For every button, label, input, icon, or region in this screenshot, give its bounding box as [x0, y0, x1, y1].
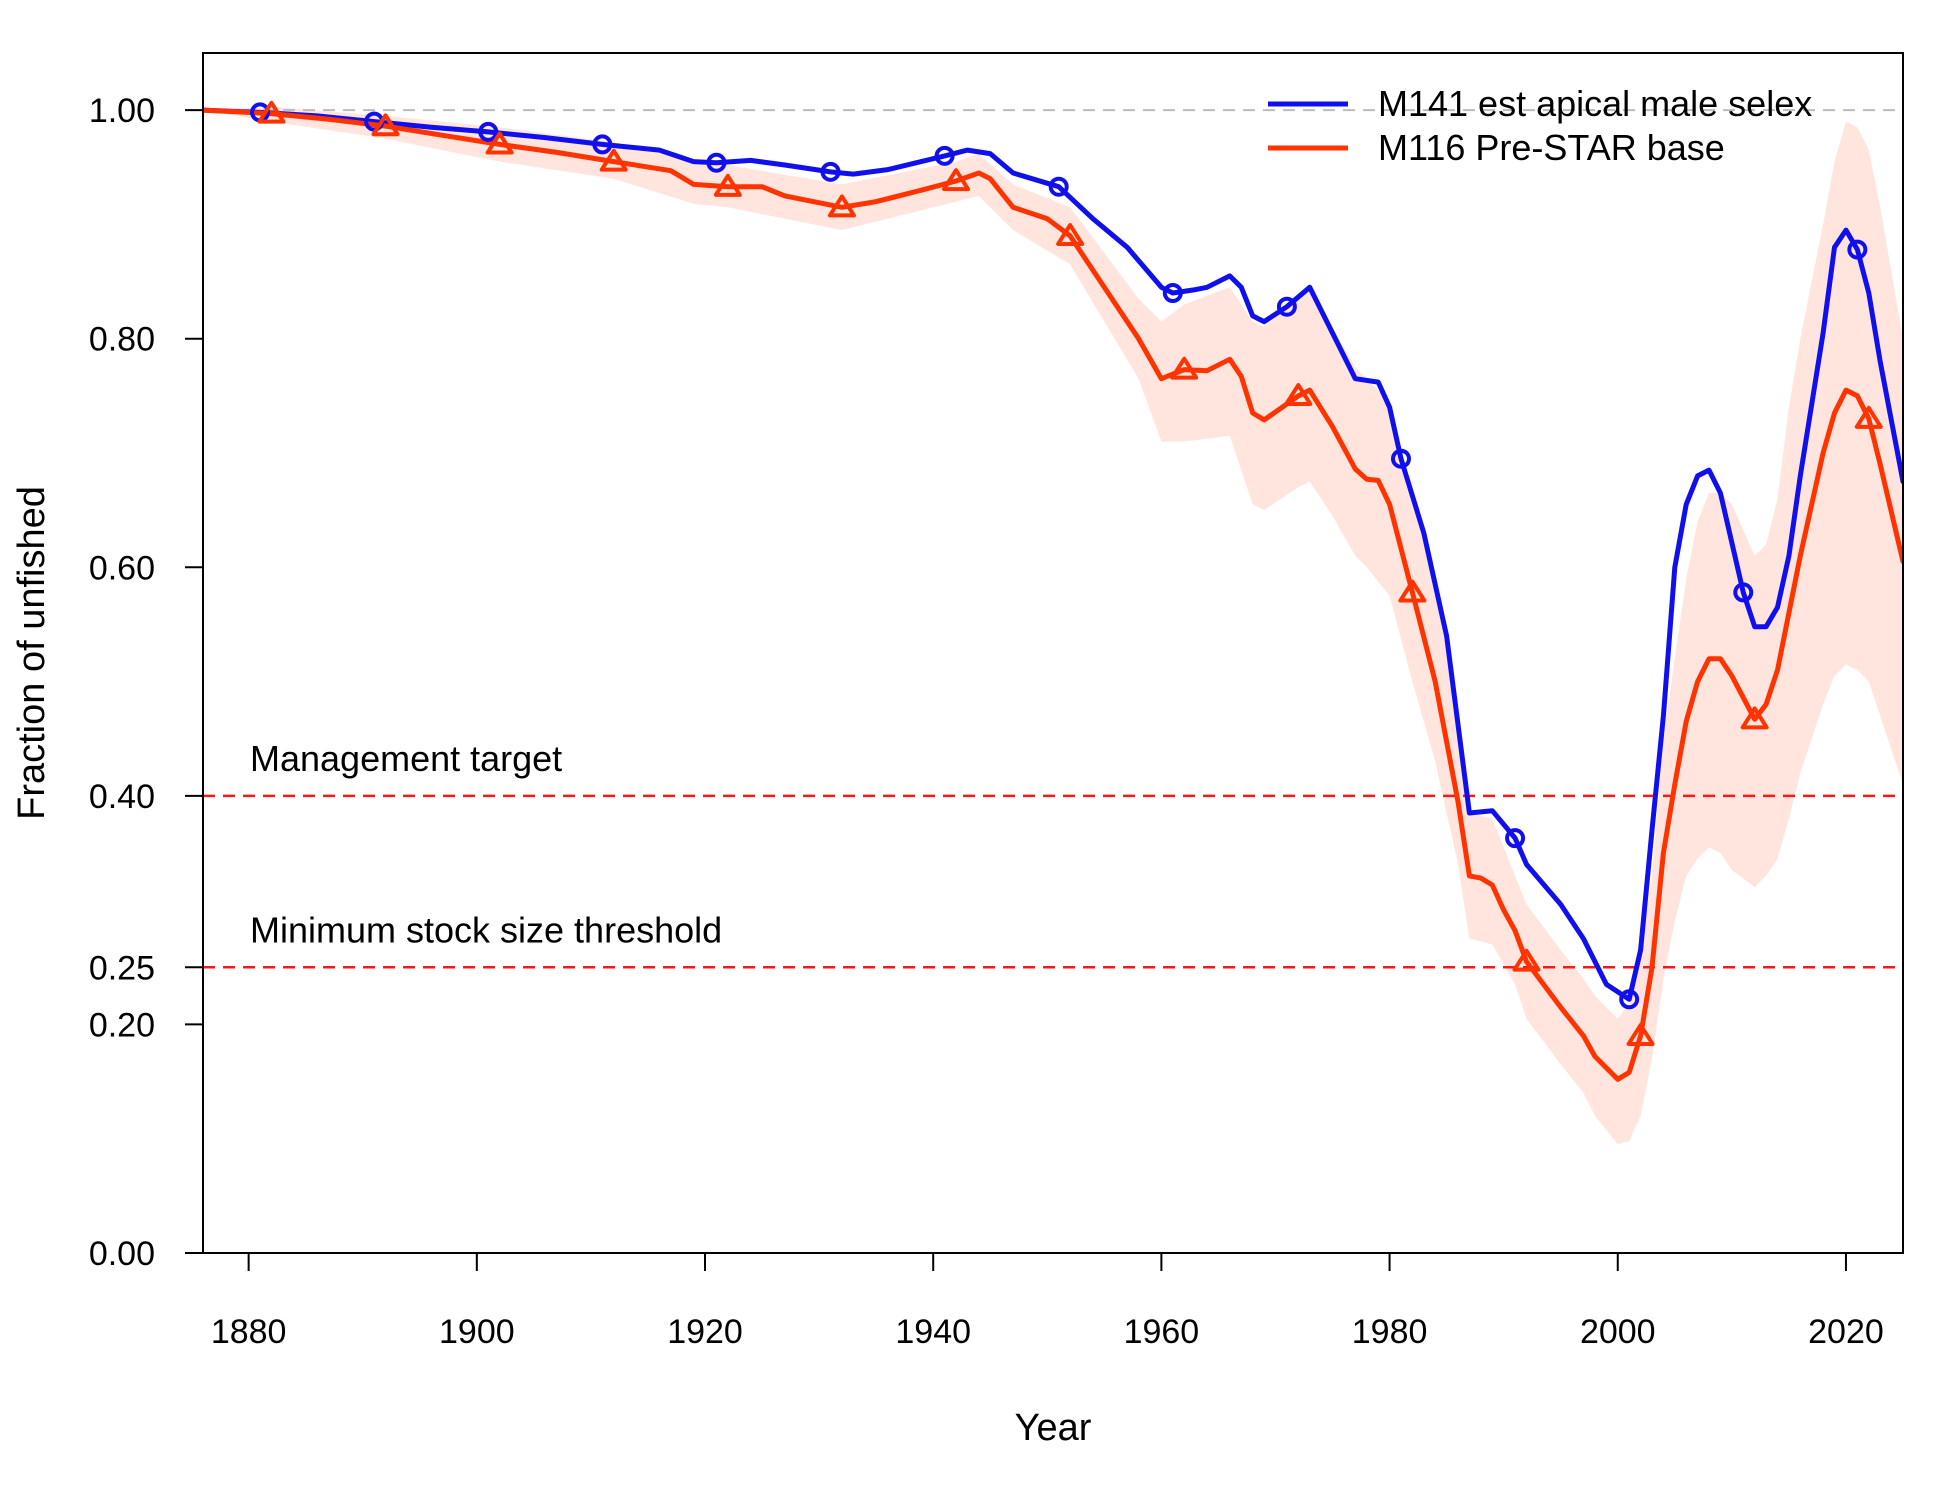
marker-point [934, 145, 955, 166]
marker-point [1733, 582, 1754, 603]
x-tick-label: 1880 [211, 1313, 287, 1351]
reference-lines-layer [203, 109, 1903, 969]
y-axis-title: Fraction of unfished [11, 486, 53, 820]
legend-label-0: M141 est apical male selex [1378, 83, 1812, 124]
x-axis: 1880 1900 1920 1940 1960 1980 2000 2020 [211, 1252, 1903, 1351]
marker-point [1854, 405, 1883, 429]
marker-point [713, 173, 742, 197]
x-tick-label: 1900 [439, 1313, 515, 1351]
marker-point [1619, 989, 1640, 1010]
reference-label-1: Management target [250, 738, 562, 779]
marker-point [1284, 383, 1313, 406]
confidence-band-layer [203, 106, 1903, 1145]
annotations-layer: Management target Minimum stock size thre… [250, 738, 722, 950]
x-tick-label: 2000 [1580, 1313, 1656, 1351]
x-tick-label: 1980 [1352, 1313, 1428, 1351]
series-markers-layer [250, 100, 1883, 1046]
marker-point [1056, 223, 1085, 246]
marker-point [706, 152, 727, 173]
marker-point [1390, 448, 1411, 469]
marker-point [942, 168, 971, 192]
y-axis: 0.00 0.20 0.25 0.40 0.60 0.80 1.00 [89, 92, 203, 1273]
marker-point [1276, 296, 1297, 317]
y-tick-label: 0.80 [89, 321, 155, 359]
x-tick-label: 1940 [895, 1313, 971, 1351]
series-line-1 [203, 107, 1903, 1082]
marker-point [485, 131, 514, 155]
marker-point [1170, 356, 1199, 380]
x-tick-label: 1920 [667, 1313, 743, 1351]
y-tick-label: 0.00 [89, 1235, 155, 1273]
y-tick-label: 1.00 [89, 92, 155, 130]
x-tick-label: 1960 [1124, 1313, 1200, 1351]
y-tick-label: 0.60 [89, 549, 155, 587]
marker-point [1048, 176, 1069, 197]
marker-point [1162, 283, 1183, 303]
reference-label-2: Minimum stock size threshold [250, 909, 722, 950]
x-tick-label: 2020 [1808, 1313, 1884, 1351]
y-tick-label: 0.25 [89, 949, 155, 987]
marker-point [827, 194, 856, 218]
series-line-0 [203, 107, 1903, 1002]
marker-point [257, 100, 286, 124]
marker-point [592, 134, 613, 155]
marker-point [1398, 579, 1427, 603]
confidence-band-1 [203, 106, 1903, 1145]
marker-point [1505, 828, 1526, 849]
marker-point [820, 161, 841, 182]
y-tick-label: 0.20 [89, 1006, 155, 1044]
marker-point [1740, 706, 1769, 730]
marker-point [1512, 948, 1541, 972]
marker-point [1847, 239, 1868, 260]
series-lines-layer [203, 107, 1903, 1082]
marker-point [1626, 1023, 1655, 1046]
marker-point [478, 121, 499, 142]
y-tick-label: 0.40 [89, 778, 155, 816]
marker-point [371, 113, 400, 137]
x-axis-title: Year [1015, 1407, 1092, 1449]
legend-label-1: M116 Pre-STAR base [1378, 127, 1725, 168]
marker-point [599, 148, 628, 172]
